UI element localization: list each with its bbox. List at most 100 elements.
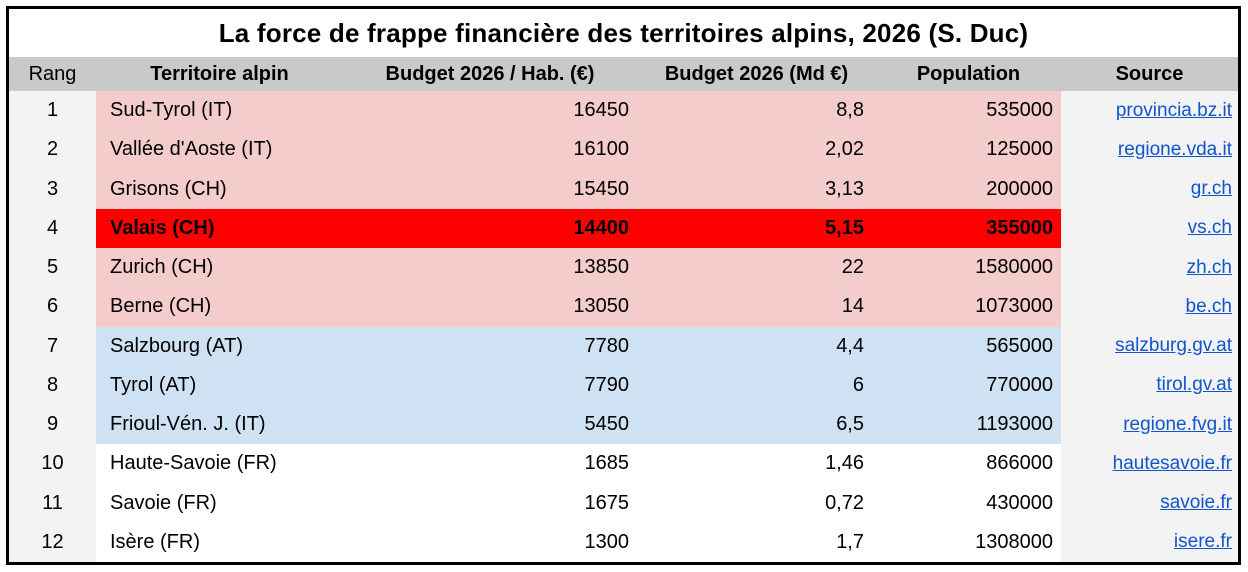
table-row: 2 Vallée d'Aoste (IT) 16100 2,02 125000 …: [9, 130, 1238, 170]
population-cell: 1193000: [876, 405, 1061, 445]
rank-cell: 11: [9, 483, 96, 523]
budget-md-cell: 22: [637, 248, 876, 288]
budget-md-cell: 2,02: [637, 130, 876, 170]
rank-cell: 6: [9, 287, 96, 327]
territory-cell: Frioul-Vén. J. (IT): [96, 405, 343, 445]
population-cell: 535000: [876, 91, 1061, 131]
population-cell: 565000: [876, 326, 1061, 366]
source-cell: gr.ch: [1061, 169, 1238, 209]
rank-cell: 2: [9, 130, 96, 170]
source-cell: provincia.bz.it: [1061, 91, 1238, 131]
budget-hab-cell: 1685: [343, 444, 637, 484]
population-cell: 200000: [876, 169, 1061, 209]
column-header-budget-md: Budget 2026 (Md €): [664, 62, 849, 85]
rank-cell: 9: [9, 405, 96, 445]
source-cell: tirol.gv.at: [1061, 365, 1238, 405]
table-row: 11 Savoie (FR) 1675 0,72 430000 savoie.f…: [9, 483, 1238, 523]
budget-hab-cell: 16100: [343, 130, 637, 170]
budget-hab-cell: 7790: [343, 365, 637, 405]
source-link[interactable]: provincia.bz.it: [1115, 99, 1232, 121]
population-cell: 430000: [876, 483, 1061, 523]
territory-cell: Isère (FR): [96, 522, 343, 562]
source-link[interactable]: zh.ch: [1186, 256, 1232, 278]
territory-cell: Zurich (CH): [96, 248, 343, 288]
alpine-budget-table: La force de frappe financière des territ…: [6, 6, 1241, 565]
territory-cell: Valais (CH): [96, 208, 343, 248]
budget-hab-cell: 13050: [343, 287, 637, 327]
rank-cell: 1: [9, 91, 96, 131]
budget-md-cell: 0,72: [637, 483, 876, 523]
budget-hab-cell: 1675: [343, 483, 637, 523]
table-row: 12 Isère (FR) 1300 1,7 1308000 isere.fr: [9, 522, 1238, 562]
budget-md-cell: 8,8: [637, 91, 876, 131]
source-cell: zh.ch: [1061, 248, 1238, 288]
territory-cell: Salzbourg (AT): [96, 326, 343, 366]
budget-md-cell: 5,15: [637, 208, 876, 248]
source-link[interactable]: regione.vda.it: [1117, 138, 1232, 160]
table-row-highlighted-valais: 4 Valais (CH) 14400 5,15 355000 vs.ch: [9, 208, 1238, 248]
column-header-rang: Rang: [28, 62, 77, 85]
budget-md-cell: 6: [637, 365, 876, 405]
source-link[interactable]: regione.fvg.it: [1123, 413, 1232, 435]
source-link[interactable]: vs.ch: [1187, 217, 1232, 239]
population-cell: 1580000: [876, 248, 1061, 288]
source-cell: be.ch: [1061, 287, 1238, 327]
source-link[interactable]: gr.ch: [1190, 178, 1232, 200]
population-cell: 770000: [876, 365, 1061, 405]
table-row: 3 Grisons (CH) 15450 3,13 200000 gr.ch: [9, 169, 1238, 209]
table-row: 10 Haute-Savoie (FR) 1685 1,46 866000 ha…: [9, 444, 1238, 484]
budget-hab-cell: 13850: [343, 248, 637, 288]
source-cell: salzburg.gv.at: [1061, 326, 1238, 366]
column-header-budget-hab: Budget 2026 / Hab. (€): [385, 62, 595, 85]
budget-hab-cell: 5450: [343, 405, 637, 445]
budget-md-cell: 3,13: [637, 169, 876, 209]
table-row: 6 Berne (CH) 13050 14 1073000 be.ch: [9, 287, 1238, 327]
rank-cell: 4: [9, 208, 96, 248]
rank-cell: 12: [9, 522, 96, 562]
source-cell: regione.vda.it: [1061, 130, 1238, 170]
rank-cell: 3: [9, 169, 96, 209]
budget-hab-cell: 1300: [343, 522, 637, 562]
table-row: 5 Zurich (CH) 13850 22 1580000 zh.ch: [9, 248, 1238, 288]
budget-md-cell: 14: [637, 287, 876, 327]
source-cell: regione.fvg.it: [1061, 405, 1238, 445]
territory-cell: Haute-Savoie (FR): [96, 444, 343, 484]
source-link[interactable]: isere.fr: [1173, 531, 1232, 553]
budget-hab-cell: 15450: [343, 169, 637, 209]
rank-cell: 5: [9, 248, 96, 288]
table-row: 7 Salzbourg (AT) 7780 4,4 565000 salzbur…: [9, 326, 1238, 366]
budget-hab-cell: 16450: [343, 91, 637, 131]
page-title: La force de frappe financière des territ…: [9, 9, 1238, 57]
source-link[interactable]: savoie.fr: [1160, 492, 1232, 514]
budget-hab-cell: 7780: [343, 326, 637, 366]
column-header-source: Source: [1115, 62, 1184, 85]
territory-cell: Savoie (FR): [96, 483, 343, 523]
population-cell: 1073000: [876, 287, 1061, 327]
budget-md-cell: 4,4: [637, 326, 876, 366]
source-cell: isere.fr: [1061, 522, 1238, 562]
territory-cell: Vallée d'Aoste (IT): [96, 130, 343, 170]
budget-md-cell: 6,5: [637, 405, 876, 445]
table-row: 8 Tyrol (AT) 7790 6 770000 tirol.gv.at: [9, 365, 1238, 405]
column-header-population: Population: [916, 62, 1021, 85]
population-cell: 125000: [876, 130, 1061, 170]
source-cell: hautesavoie.fr: [1061, 444, 1238, 484]
population-cell: 355000: [876, 208, 1061, 248]
rank-cell: 7: [9, 326, 96, 366]
source-link[interactable]: be.ch: [1185, 295, 1232, 317]
source-cell: vs.ch: [1061, 208, 1238, 248]
budget-md-cell: 1,7: [637, 522, 876, 562]
source-link[interactable]: salzburg.gv.at: [1115, 335, 1232, 357]
source-link[interactable]: tirol.gv.at: [1156, 374, 1232, 396]
table-row: 9 Frioul-Vén. J. (IT) 5450 6,5 1193000 r…: [9, 405, 1238, 445]
population-cell: 866000: [876, 444, 1061, 484]
territory-cell: Sud-Tyrol (IT): [96, 91, 343, 131]
budget-hab-cell: 14400: [343, 208, 637, 248]
column-header-territoire: Territoire alpin: [150, 62, 289, 85]
source-link[interactable]: hautesavoie.fr: [1112, 452, 1232, 474]
territory-cell: Berne (CH): [96, 287, 343, 327]
population-cell: 1308000: [876, 522, 1061, 562]
rank-cell: 8: [9, 365, 96, 405]
territory-cell: Grisons (CH): [96, 169, 343, 209]
